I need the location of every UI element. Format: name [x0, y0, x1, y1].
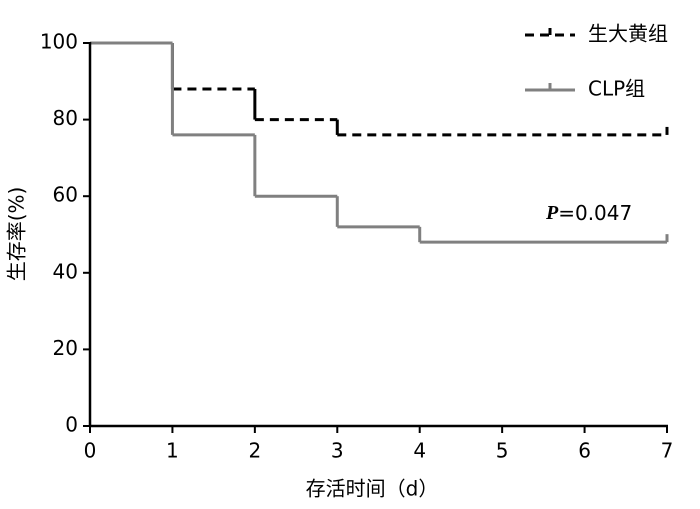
x-tick-label: 4 — [413, 439, 426, 463]
x-tick-label: 3 — [331, 439, 344, 463]
y-tick-label: 100 — [40, 30, 78, 54]
y-tick-label: 0 — [65, 413, 78, 437]
x-tick-label: 7 — [661, 439, 674, 463]
y-tick-label: 40 — [53, 259, 78, 283]
y-tick-label: 60 — [53, 183, 78, 207]
y-tick-label: 20 — [53, 336, 78, 360]
legend-label: CLP组 — [588, 77, 645, 101]
y-tick-label: 80 — [53, 106, 78, 130]
annotation: P=0.047 — [545, 201, 632, 225]
x-tick-label: 5 — [496, 439, 509, 463]
annotation-italic: P — [545, 202, 559, 224]
legend-label: 生大黄组 — [588, 22, 668, 46]
x-axis-label: 存活时间（d） — [306, 477, 439, 501]
x-tick-label: 6 — [578, 439, 591, 463]
y-axis-label: 生存率(%) — [5, 187, 29, 282]
x-tick-label: 2 — [248, 439, 261, 463]
x-tick-label: 0 — [84, 439, 97, 463]
x-tick-label: 1 — [166, 439, 179, 463]
annotation-text: =0.047 — [558, 201, 632, 225]
